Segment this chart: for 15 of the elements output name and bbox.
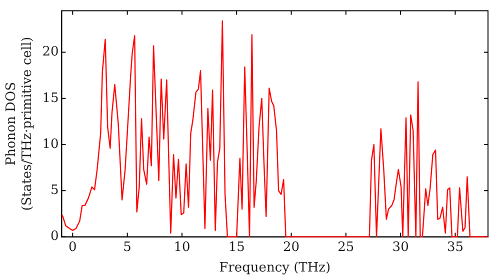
y-tick-label: 15 xyxy=(42,90,59,106)
x-axis-title: Frequency (THz) xyxy=(219,260,331,276)
x-tick-label: 35 xyxy=(446,240,464,255)
x-tick-label: 0 xyxy=(68,240,77,255)
x-tick-label: 5 xyxy=(123,240,132,255)
x-tick-label: 10 xyxy=(174,240,190,255)
y-tick-label: 10 xyxy=(42,136,59,152)
y-tick-label: 20 xyxy=(42,44,59,60)
x-tick-label: 20 xyxy=(282,240,300,255)
x-tick-label: 30 xyxy=(392,240,409,255)
y-tick-label: 0 xyxy=(50,229,59,244)
y-axis-title: Phonon DOS (States/THz·primitive cell) xyxy=(4,36,35,211)
y-tick-label: 5 xyxy=(50,183,59,198)
x-tick-label: 15 xyxy=(228,240,245,255)
x-tick-label: 25 xyxy=(338,240,354,255)
